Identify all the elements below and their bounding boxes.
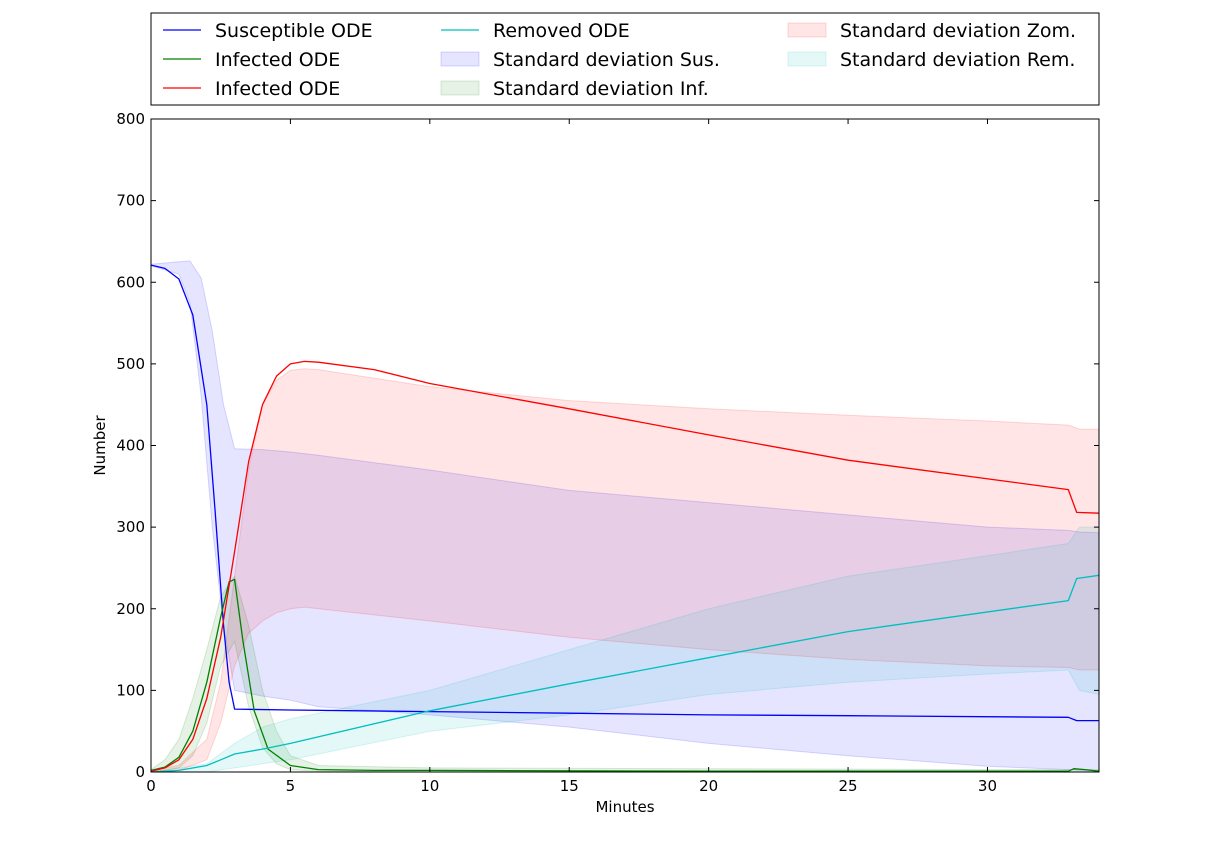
legend-entry: Removed ODE bbox=[441, 20, 630, 42]
legend-items: Susceptible ODE Infected ODE Infected ODE R… bbox=[163, 20, 1076, 100]
y-tick-label: 700 bbox=[116, 192, 145, 210]
y-axis-ticks: 0 100 200 300 400 500 600 700 800 bbox=[116, 110, 1099, 781]
legend-entry: Infected ODE bbox=[163, 78, 340, 100]
legend-entry: Standard deviation Sus. bbox=[440, 49, 720, 71]
x-tick-label: 15 bbox=[560, 777, 579, 795]
legend-label: Standard deviation Rem. bbox=[840, 49, 1075, 71]
legend-frame bbox=[150, 12, 1100, 106]
legend-entry: Standard deviation Inf. bbox=[440, 78, 709, 100]
series-lines bbox=[151, 264, 1099, 772]
band-2 bbox=[151, 574, 1099, 772]
x-tick-label: 30 bbox=[978, 777, 997, 795]
legend-entry: Standard deviation Zom. bbox=[787, 20, 1076, 42]
legend-label: Standard deviation Inf. bbox=[493, 78, 709, 100]
legend-label: Infected ODE bbox=[215, 78, 340, 100]
y-tick-label: 200 bbox=[116, 600, 145, 618]
legend-label: Infected ODE bbox=[215, 49, 340, 71]
y-tick-label: 0 bbox=[135, 763, 145, 781]
x-axis-ticks: 0 5 10 15 20 25 30 bbox=[146, 119, 997, 795]
series-line-3 bbox=[151, 360, 1099, 772]
x-tick-label: 5 bbox=[286, 777, 296, 795]
legend-entry: Susceptible ODE bbox=[163, 20, 373, 42]
legend-label: Susceptible ODE bbox=[215, 20, 373, 42]
series-line-4 bbox=[151, 574, 1099, 772]
legend: Susceptible ODE Infected ODE Infected ODE R… bbox=[150, 12, 1100, 106]
series-line-1 bbox=[151, 264, 1099, 722]
y-tick-label: 400 bbox=[116, 437, 145, 455]
legend-label: Removed ODE bbox=[493, 20, 630, 42]
y-axis-label: Number bbox=[91, 415, 109, 476]
x-tick-label: 25 bbox=[839, 777, 858, 795]
legend-patch-swatch bbox=[440, 80, 480, 96]
y-tick-label: 500 bbox=[116, 355, 145, 373]
legend-patch-swatch bbox=[787, 22, 827, 38]
x-tick-label: 20 bbox=[699, 777, 718, 795]
y-tick-label: 800 bbox=[116, 110, 145, 128]
legend-label: Standard deviation Sus. bbox=[493, 49, 720, 71]
x-tick-label: 0 bbox=[146, 777, 156, 795]
y-tick-label: 100 bbox=[116, 681, 145, 699]
legend-patch-swatch bbox=[787, 51, 827, 67]
series-line-2 bbox=[151, 578, 1099, 772]
y-tick-label: 600 bbox=[116, 273, 145, 291]
std-bands bbox=[151, 260, 1099, 772]
legend-patch-swatch bbox=[440, 51, 480, 67]
legend-entry: Standard deviation Rem. bbox=[787, 49, 1075, 71]
legend-label: Standard deviation Zom. bbox=[840, 20, 1076, 42]
legend-entry: Infected ODE bbox=[163, 49, 340, 71]
x-axis-label: Minutes bbox=[595, 798, 654, 816]
y-tick-label: 300 bbox=[116, 518, 145, 536]
x-tick-label: 10 bbox=[420, 777, 439, 795]
